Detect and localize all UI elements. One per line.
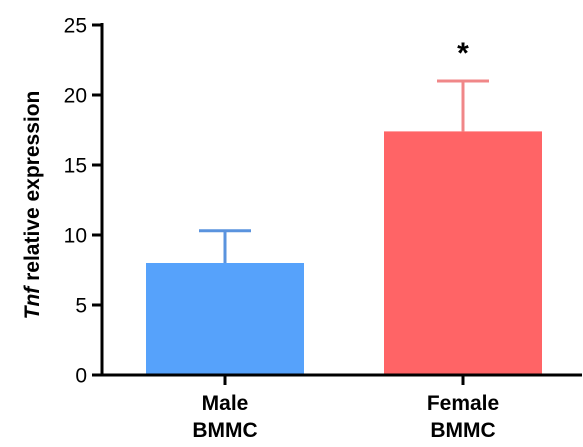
y-tick-label: 25: [64, 15, 87, 38]
x-tick-label: BMMC: [192, 419, 257, 442]
svg-text:Tnf relative expression: Tnf relative expression: [21, 91, 44, 320]
y-tick-label: 0: [75, 365, 87, 388]
x-tick-label: Female: [427, 392, 499, 415]
y-axis-label-text: relative expression: [21, 91, 44, 287]
bar: [146, 263, 304, 375]
y-tick-label: 10: [64, 225, 87, 248]
y-tick-label: 5: [75, 295, 87, 318]
bar: [384, 131, 542, 375]
y-tick-label: 15: [64, 155, 87, 178]
significance-marker: *: [457, 37, 469, 70]
y-axis-label-italic: Tnf: [21, 285, 44, 320]
x-tick-label: Male: [202, 392, 249, 415]
y-tick-label: 20: [64, 85, 87, 108]
x-tick-label: BMMC: [430, 419, 495, 442]
y-axis-label: Tnf relative expression: [21, 91, 44, 320]
